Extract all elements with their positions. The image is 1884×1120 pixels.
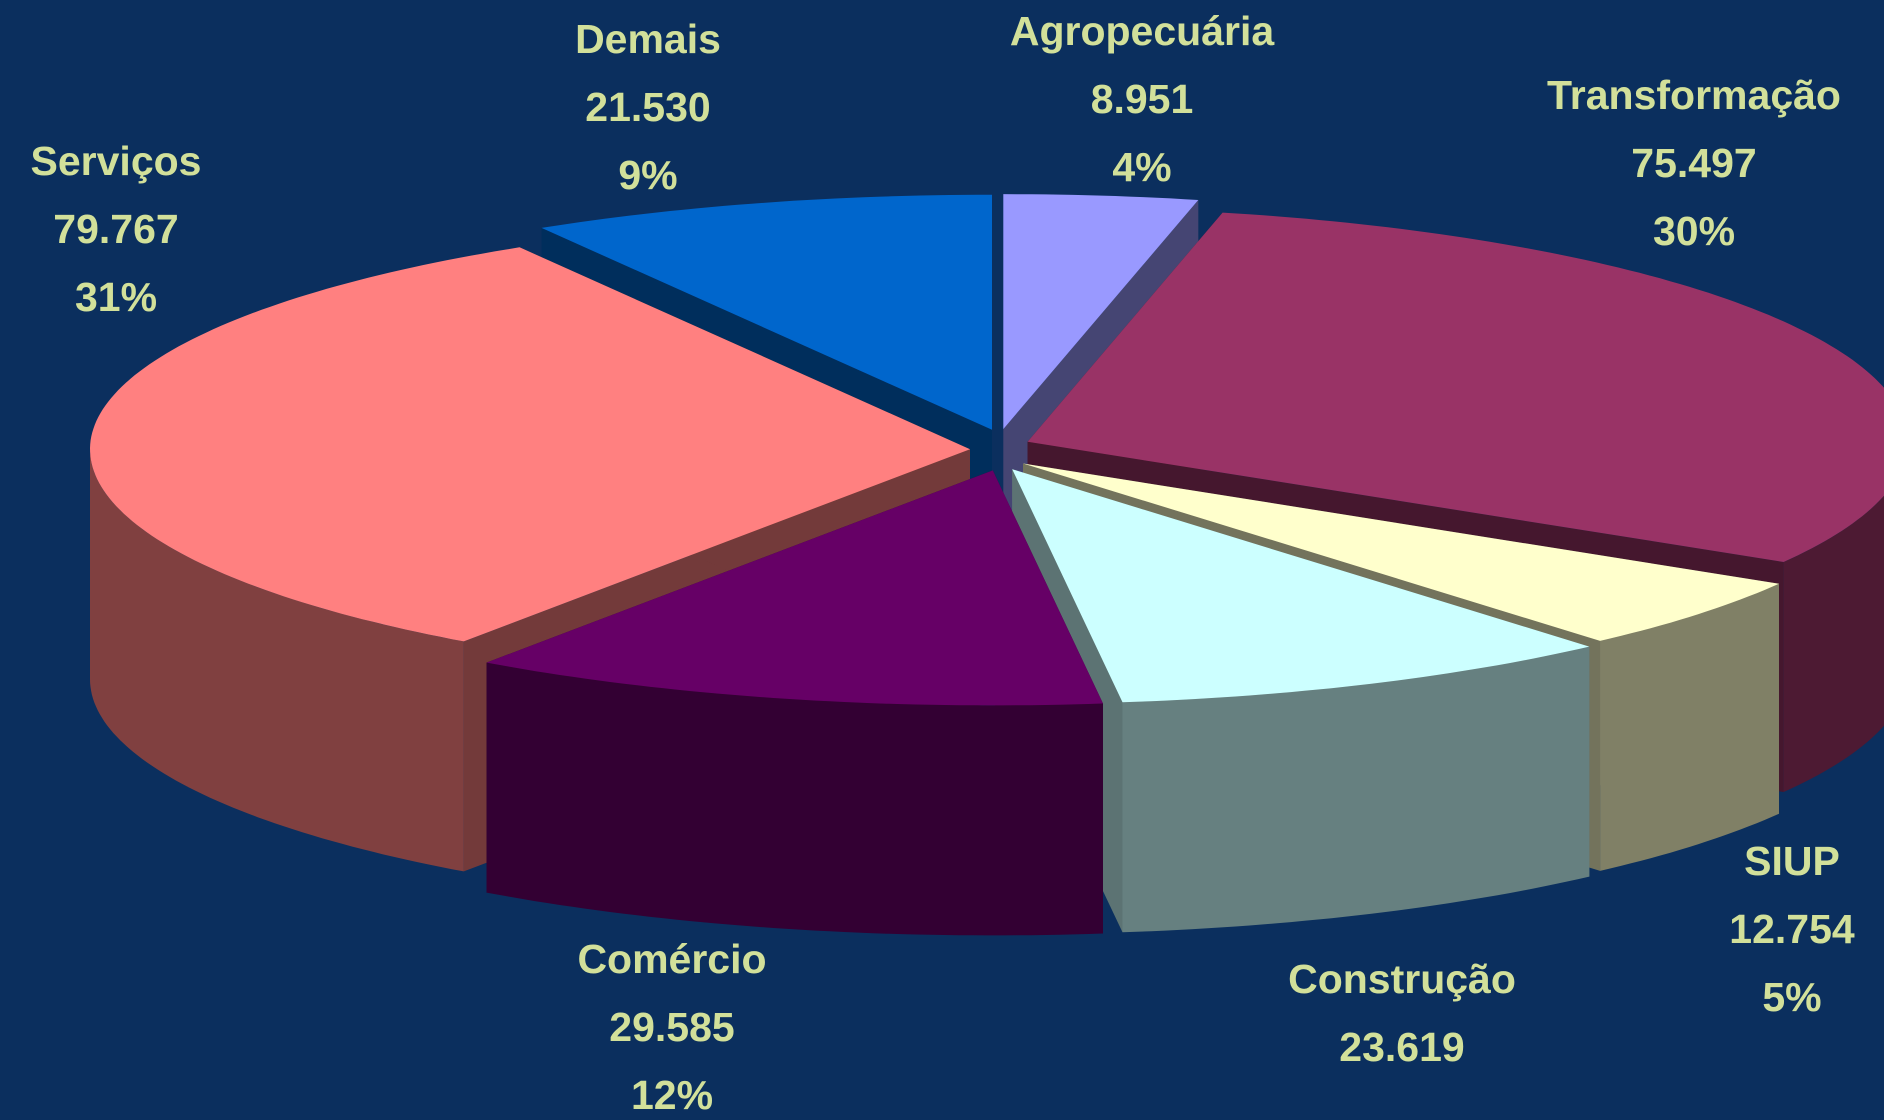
slice (1027, 212, 1884, 562)
label-value: 29.585 (609, 1004, 734, 1050)
slice (1012, 469, 1590, 703)
slice-wall (90, 449, 464, 872)
label-percent: 5% (1762, 974, 1821, 1020)
slice (1003, 194, 1199, 430)
label-value: 8.951 (1091, 76, 1194, 122)
label-name: Serviços (31, 138, 202, 184)
label-percent: 31% (75, 274, 157, 320)
slice (486, 470, 1103, 706)
label-value: 21.530 (585, 84, 710, 130)
label-percent: 4% (1112, 144, 1171, 190)
slice-wall (1783, 495, 1884, 792)
label-name: SIUP (1744, 838, 1840, 884)
slice (1023, 463, 1779, 641)
label-percent: 12% (631, 1072, 713, 1118)
label-percent: 9% (618, 152, 677, 198)
slice-wall (486, 662, 1103, 936)
slice (90, 247, 970, 642)
label-name: Construção (1288, 956, 1516, 1002)
label-value: 79.767 (53, 206, 178, 252)
label-name: Demais (575, 16, 721, 62)
label-name: Transformação (1547, 72, 1841, 118)
label-name: Comércio (577, 936, 766, 982)
slice-wall (1122, 646, 1590, 933)
slice-wall (1600, 583, 1779, 871)
slice (541, 194, 992, 430)
label-value: 75.497 (1631, 140, 1756, 186)
label-value: 23.619 (1339, 1024, 1464, 1070)
label-percent: 30% (1653, 208, 1735, 254)
label-name: Agropecuária (1010, 8, 1275, 54)
label-value: 12.754 (1729, 906, 1855, 952)
